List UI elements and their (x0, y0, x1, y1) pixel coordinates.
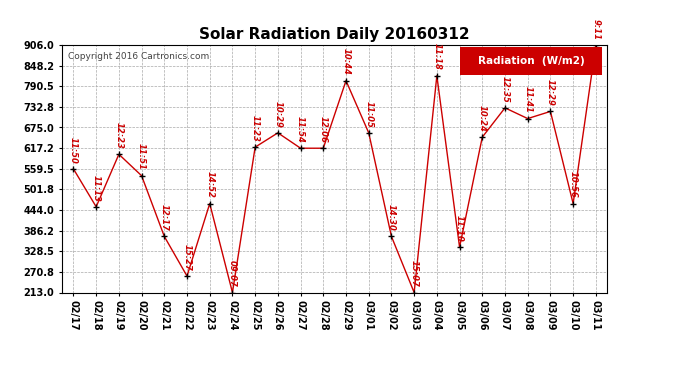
Text: 11:41: 11:41 (523, 86, 532, 113)
Text: 10:56: 10:56 (569, 171, 578, 198)
Text: 12:06: 12:06 (319, 116, 328, 143)
Text: 14:30: 14:30 (387, 204, 396, 231)
Text: 15:07: 15:07 (410, 260, 419, 287)
Text: 11:50: 11:50 (69, 137, 78, 164)
Text: 10:29: 10:29 (273, 100, 282, 128)
Text: 12:35: 12:35 (500, 76, 509, 102)
Text: 11:05: 11:05 (364, 100, 373, 128)
Text: 11:54: 11:54 (296, 116, 305, 143)
Text: Copyright 2016 Cartronics.com: Copyright 2016 Cartronics.com (68, 53, 209, 62)
Text: 15:27: 15:27 (183, 244, 192, 271)
Text: 11:23: 11:23 (250, 115, 259, 142)
Text: 11:51: 11:51 (137, 144, 146, 170)
Text: 9:11: 9:11 (591, 19, 600, 40)
Text: 12:17: 12:17 (160, 204, 169, 231)
Text: 11:13: 11:13 (92, 174, 101, 201)
Text: 09:07: 09:07 (228, 260, 237, 287)
Text: 14:52: 14:52 (205, 171, 214, 198)
Text: 12:23: 12:23 (115, 122, 124, 149)
Text: 10:24: 10:24 (477, 105, 486, 132)
Text: 11:10: 11:10 (455, 215, 464, 242)
Title: Solar Radiation Daily 20160312: Solar Radiation Daily 20160312 (199, 27, 470, 42)
Text: 11:18: 11:18 (433, 44, 442, 70)
Text: 12:29: 12:29 (546, 79, 555, 106)
Text: 10:44: 10:44 (342, 48, 351, 75)
